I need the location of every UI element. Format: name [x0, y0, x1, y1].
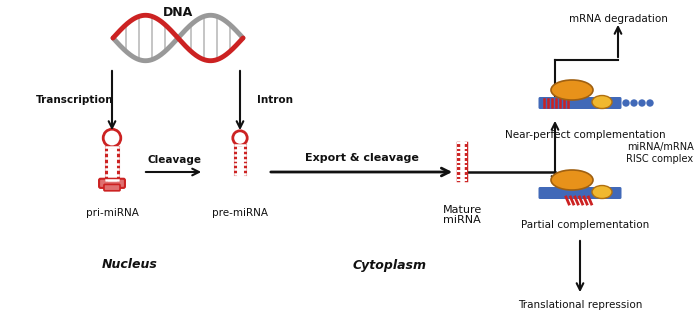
Ellipse shape — [551, 80, 593, 100]
FancyBboxPatch shape — [104, 184, 120, 191]
Text: Partial complementation: Partial complementation — [521, 220, 649, 230]
Text: Mature: Mature — [442, 205, 482, 215]
Text: pri-miRNA: pri-miRNA — [85, 208, 139, 218]
Text: Translational repression: Translational repression — [518, 300, 642, 310]
Text: Nucleus: Nucleus — [102, 259, 158, 271]
Ellipse shape — [592, 95, 612, 109]
Circle shape — [647, 100, 653, 106]
Ellipse shape — [592, 186, 612, 198]
FancyBboxPatch shape — [538, 97, 622, 109]
Text: pre-miRNA: pre-miRNA — [212, 208, 268, 218]
FancyBboxPatch shape — [99, 179, 125, 188]
Text: Intron: Intron — [257, 95, 293, 105]
Text: DNA: DNA — [163, 6, 193, 19]
Text: Transcription: Transcription — [36, 95, 114, 105]
Circle shape — [631, 100, 637, 106]
Ellipse shape — [551, 170, 593, 190]
Text: Near-perfect complementation: Near-perfect complementation — [505, 130, 665, 140]
Text: Cleavage: Cleavage — [147, 155, 201, 165]
Text: Export & cleavage: Export & cleavage — [305, 153, 419, 163]
Text: mRNA degradation: mRNA degradation — [568, 14, 667, 24]
Circle shape — [623, 100, 629, 106]
Text: miRNA: miRNA — [443, 215, 481, 225]
FancyBboxPatch shape — [538, 187, 622, 199]
Circle shape — [639, 100, 645, 106]
Text: Cytoplasm: Cytoplasm — [353, 259, 427, 271]
Text: miRNA/mRNA
RISC complex: miRNA/mRNA RISC complex — [626, 142, 694, 164]
